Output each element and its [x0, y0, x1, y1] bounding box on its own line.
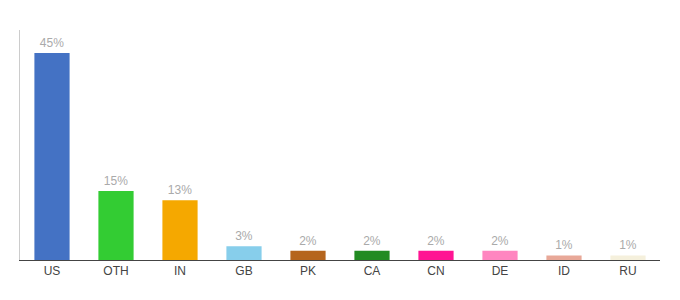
svg-text:GB: GB [235, 264, 252, 278]
svg-text:CA: CA [364, 264, 381, 278]
svg-text:DE: DE [492, 264, 509, 278]
svg-text:1%: 1% [619, 238, 637, 252]
svg-text:2%: 2% [299, 234, 317, 248]
svg-text:IN: IN [174, 264, 186, 278]
svg-text:US: US [44, 264, 61, 278]
svg-text:3%: 3% [235, 229, 253, 243]
svg-text:ID: ID [558, 264, 570, 278]
svg-text:2%: 2% [491, 234, 509, 248]
svg-text:2%: 2% [363, 234, 381, 248]
svg-text:RU: RU [619, 264, 636, 278]
svg-text:13%: 13% [168, 183, 192, 197]
svg-text:OTH: OTH [103, 264, 128, 278]
svg-text:CN: CN [427, 264, 444, 278]
svg-text:1%: 1% [555, 238, 573, 252]
svg-text:PK: PK [300, 264, 316, 278]
svg-text:45%: 45% [40, 36, 64, 50]
svg-text:15%: 15% [104, 174, 128, 188]
svg-text:2%: 2% [427, 234, 445, 248]
